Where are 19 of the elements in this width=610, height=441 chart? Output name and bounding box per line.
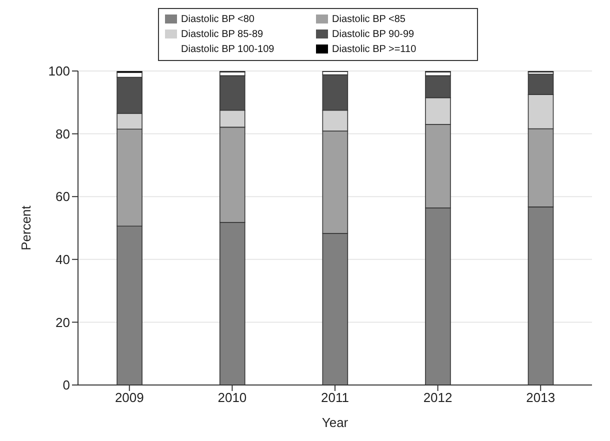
legend-label: Diastolic BP <85 (332, 13, 406, 27)
y-axis-title: Percent (18, 205, 34, 250)
y-tick-label: 60 (56, 189, 70, 204)
y-tick-label: 80 (56, 126, 70, 142)
x-tick-label: 2012 (423, 390, 452, 406)
x-axis-title: Year (322, 415, 349, 430)
x-tick-label: 2013 (526, 390, 556, 406)
y-tick-label: 40 (56, 252, 70, 268)
text: Diastolic BP 100-109 (181, 43, 276, 57)
legend-label: Diastolic BP >=110 (332, 43, 418, 57)
x-tick-label: 2010 (218, 390, 247, 406)
y-tick-label: 20 (56, 314, 70, 330)
legend-label: Diastolic BP 85-89 (181, 28, 264, 42)
x-tick-label: 2009 (114, 390, 144, 406)
y-tick-label: 100 (48, 64, 70, 79)
y-tick-label: 0 (62, 378, 70, 393)
legend-label: Diastolic BP 90-99 (332, 28, 416, 42)
x-tick-label: 2011 (321, 390, 349, 406)
legend-label: Diastolic BP <80 (181, 13, 256, 27)
